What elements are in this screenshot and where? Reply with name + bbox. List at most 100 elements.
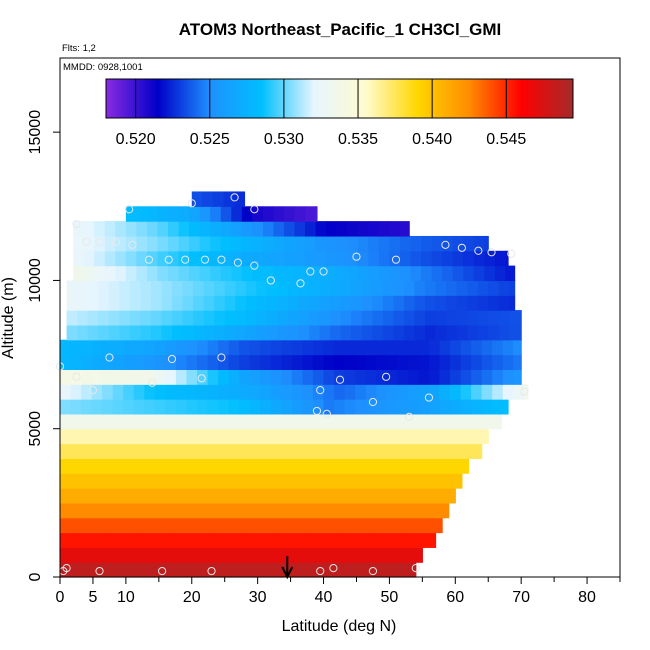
heatmap-cell bbox=[386, 384, 398, 400]
heatmap-cell bbox=[302, 369, 314, 385]
heatmap-cell bbox=[239, 547, 251, 563]
heatmap-cell bbox=[323, 547, 335, 563]
heatmap-cell bbox=[182, 324, 194, 341]
heatmap-cell bbox=[344, 502, 356, 519]
heatmap-cell bbox=[203, 324, 215, 341]
heatmap-cell bbox=[471, 399, 483, 415]
heatmap-cell bbox=[450, 473, 462, 489]
heatmap-cell bbox=[450, 413, 462, 430]
heatmap-cell bbox=[407, 473, 419, 489]
heatmap-cell bbox=[365, 443, 377, 459]
heatmap-cell bbox=[494, 265, 506, 282]
heatmap-cell bbox=[270, 384, 282, 400]
heatmap-cell bbox=[281, 443, 293, 459]
heatmap-cell bbox=[87, 280, 99, 296]
sample-point bbox=[207, 566, 216, 576]
heatmap-cell bbox=[239, 413, 251, 430]
heatmap-cell bbox=[502, 354, 514, 370]
heatmap-cell bbox=[98, 295, 110, 311]
heatmap-cell bbox=[112, 443, 124, 459]
heatmap-cell bbox=[334, 488, 346, 504]
sample-point bbox=[250, 261, 259, 270]
heatmap-cell bbox=[471, 384, 483, 400]
heatmap-cell bbox=[218, 473, 230, 489]
sample-point bbox=[111, 237, 121, 246]
heatmap-cell bbox=[112, 428, 124, 445]
heatmap-cell bbox=[334, 532, 346, 548]
heatmap-cell bbox=[450, 443, 462, 459]
sample-point bbox=[382, 372, 391, 381]
heatmap-cell bbox=[418, 339, 430, 356]
heatmap-cell bbox=[83, 221, 95, 237]
heatmap-cell bbox=[102, 399, 114, 415]
heatmap-cell bbox=[133, 562, 145, 578]
heatmap-cell bbox=[477, 324, 489, 341]
heatmap-cell bbox=[123, 443, 135, 459]
heatmap-cell bbox=[193, 280, 205, 296]
heatmap-cell bbox=[70, 399, 82, 415]
heatmap-cell bbox=[239, 443, 251, 459]
heatmap-cell bbox=[60, 369, 72, 385]
heatmap-cell bbox=[421, 265, 433, 282]
heatmap-cell bbox=[91, 413, 103, 430]
heatmap-cell bbox=[372, 310, 384, 326]
heatmap-cell bbox=[481, 399, 493, 415]
heatmap-cell bbox=[484, 265, 496, 282]
sample-point bbox=[187, 199, 196, 208]
heatmap-cell bbox=[168, 221, 180, 237]
heatmap-cell bbox=[473, 250, 485, 267]
heatmap-cell bbox=[266, 280, 279, 296]
heatmap-cell bbox=[376, 443, 388, 459]
heatmap-cell bbox=[291, 354, 304, 370]
heatmap-cell bbox=[218, 428, 230, 445]
heatmap-cell bbox=[414, 324, 426, 341]
heatmap-cell bbox=[189, 221, 201, 237]
heatmap-cell bbox=[323, 502, 335, 519]
heatmap-cell bbox=[407, 532, 419, 548]
heatmap-cell bbox=[133, 473, 145, 489]
heatmap-cell bbox=[334, 428, 346, 445]
heatmap-cell bbox=[186, 384, 198, 400]
heatmap-cell bbox=[270, 354, 282, 370]
heatmap-cell bbox=[467, 324, 479, 341]
heatmap-cell bbox=[108, 295, 120, 311]
heatmap-cell bbox=[418, 428, 430, 445]
heatmap-cell bbox=[199, 250, 211, 267]
heatmap-cell bbox=[133, 517, 145, 534]
heatmap-cell bbox=[302, 399, 314, 415]
sample-point bbox=[474, 246, 483, 255]
heatmap-cell bbox=[471, 443, 483, 459]
heatmap-cell bbox=[60, 443, 72, 459]
sample-point bbox=[125, 205, 134, 214]
sample-point bbox=[441, 240, 450, 249]
heatmap-cell bbox=[207, 369, 219, 385]
heatmap-cell bbox=[175, 532, 188, 548]
heatmap-cell bbox=[291, 458, 304, 474]
heatmap-cell bbox=[154, 532, 167, 548]
heatmap-cell bbox=[172, 324, 184, 341]
heatmap-cell bbox=[340, 295, 352, 311]
heatmap-cell bbox=[418, 547, 423, 563]
heatmap-cell bbox=[386, 502, 398, 519]
heatmap-cell bbox=[281, 502, 293, 519]
heatmap-cell bbox=[154, 473, 167, 489]
heatmap-cell bbox=[197, 384, 209, 400]
heatmap-cell bbox=[302, 428, 314, 445]
heatmap-cell bbox=[140, 310, 152, 326]
flights-label: Flts: 1,2 bbox=[62, 43, 96, 54]
heatmap-cell bbox=[277, 324, 289, 341]
heatmap-cell bbox=[281, 354, 293, 370]
heatmap-cell bbox=[372, 280, 384, 296]
heatmap-cell bbox=[154, 354, 167, 370]
heatmap-cell bbox=[239, 502, 251, 519]
heatmap-cell bbox=[241, 265, 253, 282]
heatmap-cell bbox=[323, 413, 335, 430]
heatmap-cell bbox=[270, 488, 282, 504]
heatmap-cell bbox=[273, 221, 285, 237]
heatmap-cell bbox=[355, 384, 367, 400]
heatmap-cell bbox=[154, 562, 167, 578]
heatmap-cell bbox=[249, 473, 261, 489]
heatmap-cell bbox=[397, 473, 409, 489]
heatmap-cell bbox=[239, 384, 251, 400]
heatmap-cell bbox=[365, 547, 377, 563]
